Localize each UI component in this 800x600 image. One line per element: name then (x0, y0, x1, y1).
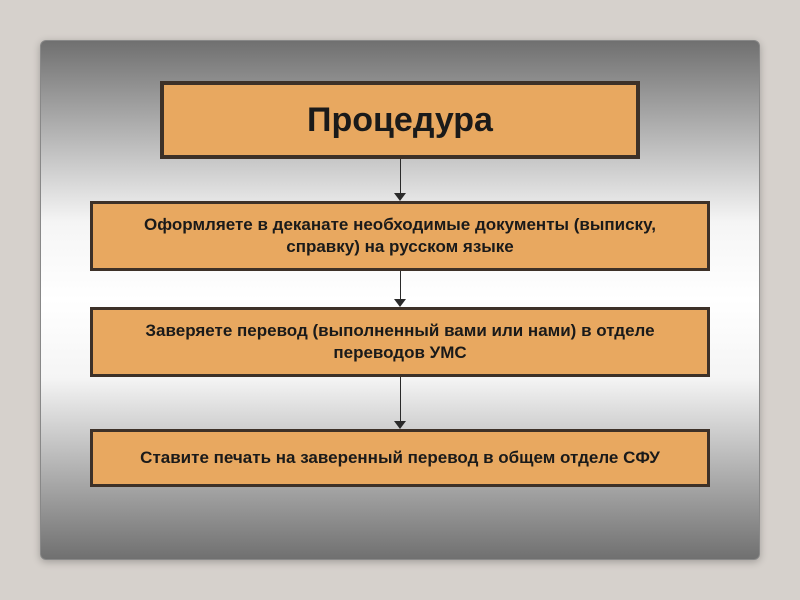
arrow-head-icon (394, 421, 406, 429)
gradient-panel: Процедура Оформляете в деканате необходи… (40, 40, 760, 560)
step-box-3: Ставите печать на заверенный перевод в о… (90, 429, 710, 487)
arrow-head-icon (394, 299, 406, 307)
arrow-line (400, 271, 401, 299)
arrow-line (400, 377, 401, 421)
step-box-2: Заверяете перевод (выполненный вами или … (90, 307, 710, 377)
arrow-1 (394, 159, 406, 201)
arrow-3 (394, 377, 406, 429)
arrow-2 (394, 271, 406, 307)
title-box: Процедура (160, 81, 640, 159)
arrow-line (400, 159, 401, 193)
step-box-1: Оформляете в деканате необходимые докуме… (90, 201, 710, 271)
arrow-head-icon (394, 193, 406, 201)
